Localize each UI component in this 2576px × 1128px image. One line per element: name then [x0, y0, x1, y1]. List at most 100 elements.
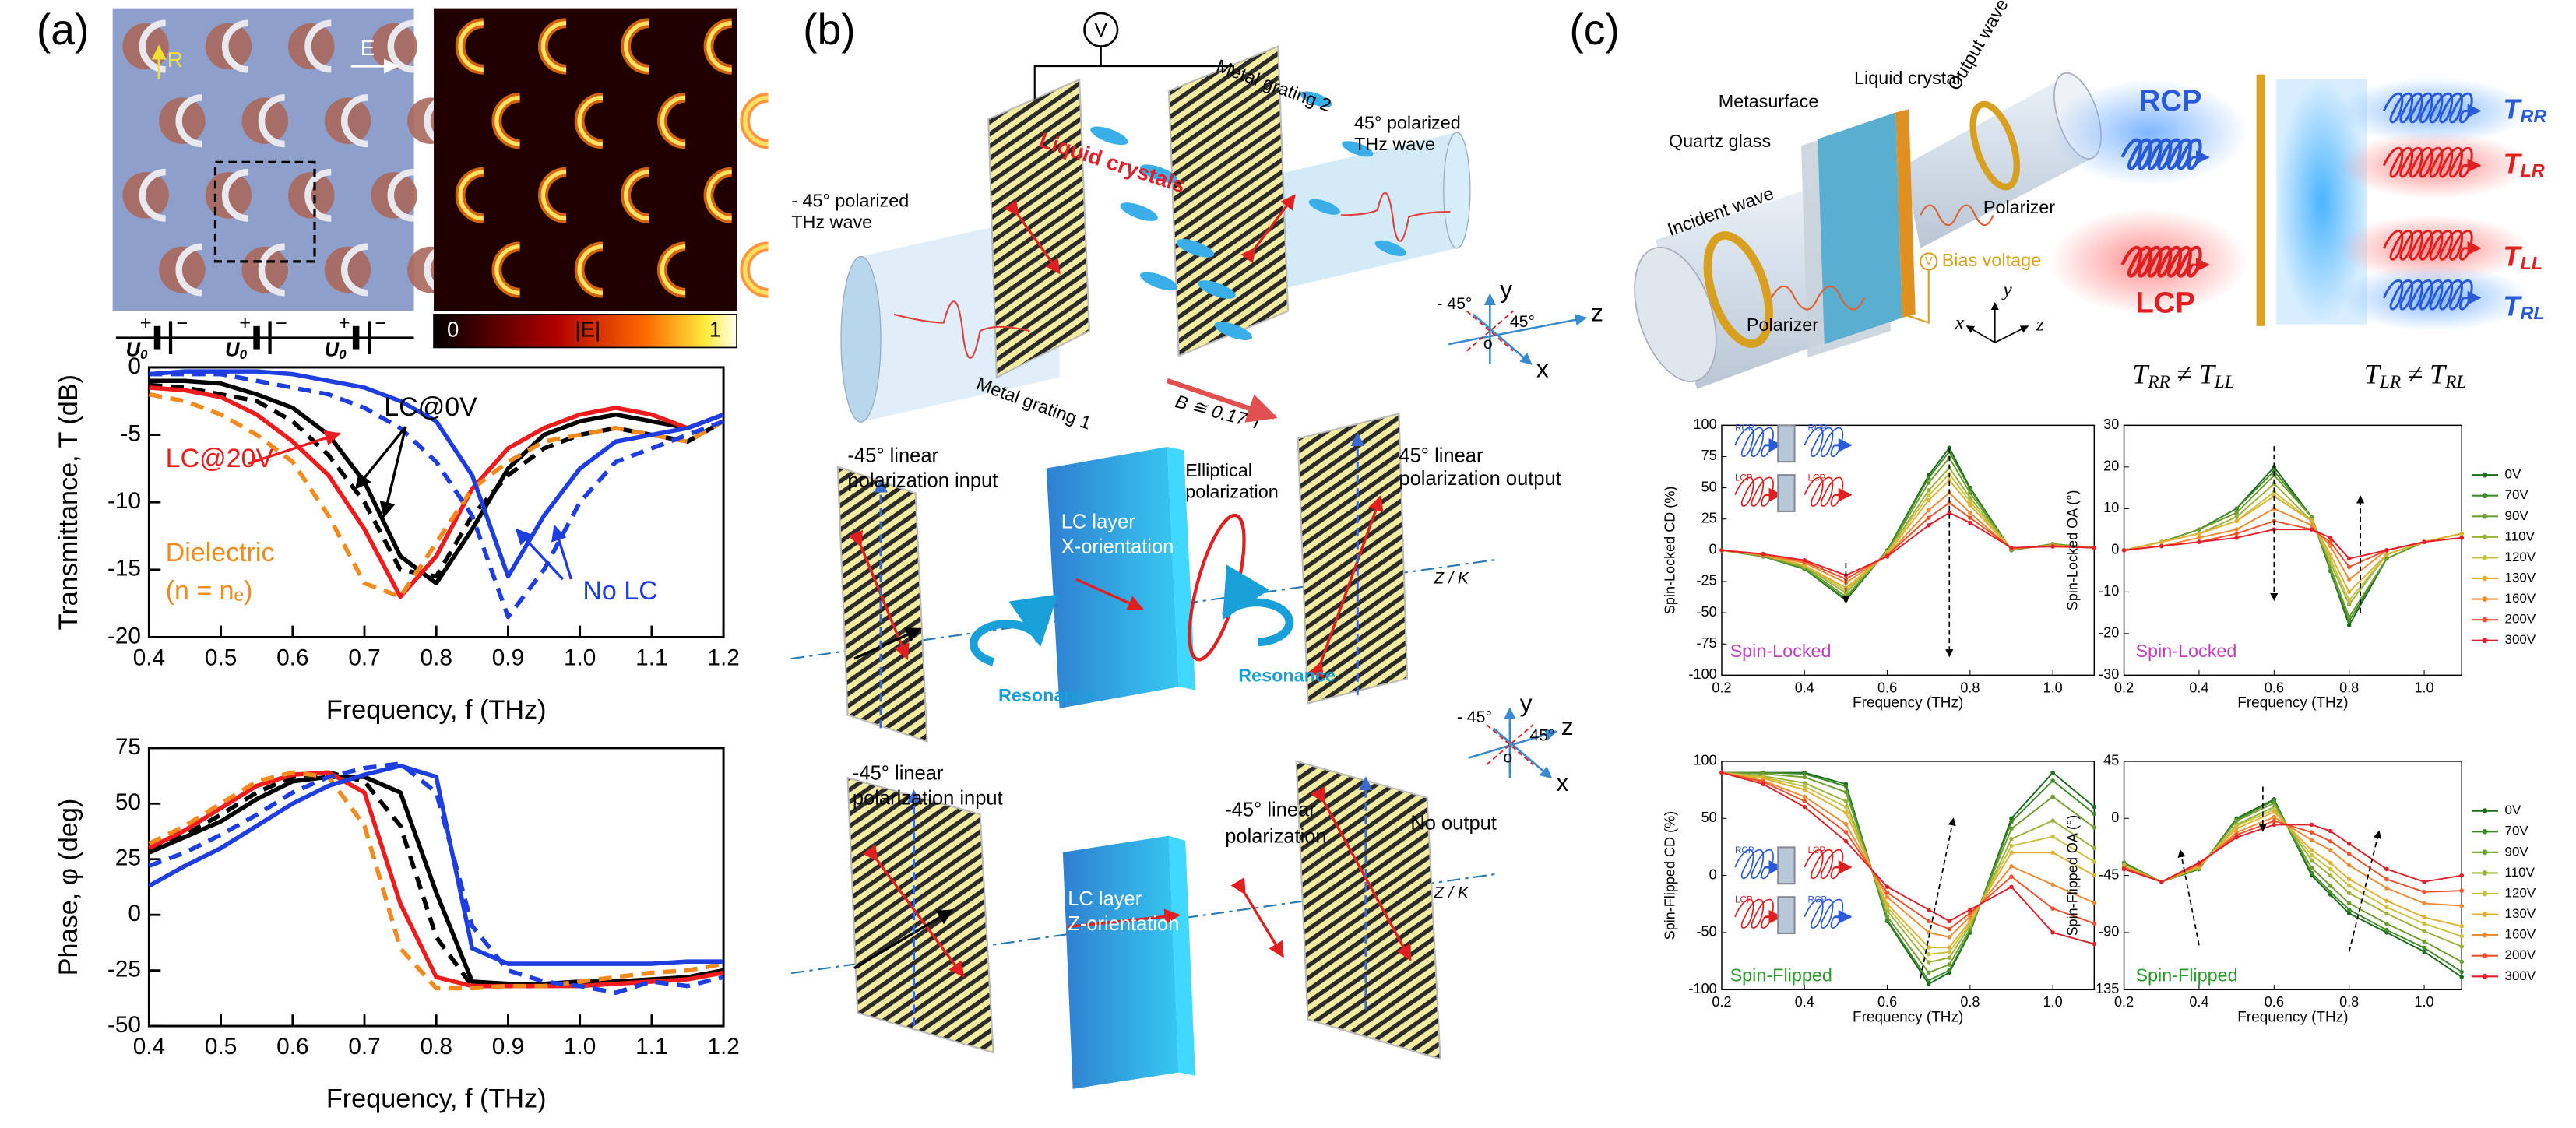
t-symbol: T — [2199, 359, 2217, 390]
series-marker — [2422, 879, 2426, 884]
field-hotspot — [577, 244, 603, 295]
series-marker — [2159, 879, 2164, 884]
series-marker — [1968, 503, 1972, 508]
series-marker — [2346, 556, 2352, 561]
field-hotspot — [743, 95, 769, 146]
wave-label: THz wave — [791, 212, 872, 232]
series-marker — [2328, 873, 2333, 878]
bias-label: U0 — [225, 339, 247, 362]
field-hotspot — [743, 244, 769, 295]
pol-label: polarization — [1185, 482, 1279, 502]
polarization-arrow — [848, 529, 910, 660]
metal-strip — [387, 168, 414, 222]
series-marker — [2009, 874, 2014, 879]
x-tick-label: 0.9 — [492, 1034, 524, 1059]
electrode — [352, 325, 360, 350]
series-marker — [2384, 548, 2389, 553]
series-marker — [1968, 515, 1972, 520]
series-marker — [2346, 614, 2352, 620]
series-line — [148, 763, 724, 966]
y-tick-label: 25 — [1701, 510, 1717, 525]
metal-strip — [304, 19, 332, 73]
series-line — [148, 770, 724, 989]
x-tick-label: 0.5 — [205, 1034, 237, 1059]
bias-label: Bias voltage — [1942, 250, 2041, 270]
series-marker — [2422, 921, 2426, 926]
polarizer-plate — [836, 465, 928, 743]
y-tick-label: -20 — [107, 623, 141, 648]
series-marker — [1926, 488, 1931, 493]
series-marker — [2197, 860, 2201, 866]
series-marker — [2422, 929, 2426, 934]
y-tick-label: 0 — [128, 353, 141, 379]
y-tick-label: -10 — [107, 488, 141, 514]
helix — [2382, 147, 2473, 178]
metal-strip — [387, 19, 414, 73]
series-marker — [2459, 969, 2465, 975]
axis-label: y — [1520, 689, 1533, 717]
series-marker — [1968, 495, 1972, 501]
series-marker — [2272, 800, 2277, 806]
series-marker — [2234, 510, 2239, 515]
axis — [1473, 313, 1533, 365]
series-marker — [2459, 959, 2465, 965]
series-marker — [2309, 852, 2314, 858]
series-marker — [2384, 877, 2389, 882]
series-marker — [2459, 531, 2465, 536]
voltmeter-label: V — [1094, 19, 1107, 41]
unit-cell-outline — [213, 160, 316, 263]
series-marker — [2009, 826, 2014, 831]
electrode — [168, 321, 173, 354]
series-marker — [1884, 894, 1890, 900]
series-marker — [2272, 818, 2277, 824]
series-marker — [1968, 919, 1972, 924]
series-marker — [1802, 781, 1807, 785]
lc-layer — [1046, 446, 1179, 708]
series-marker — [1843, 799, 1849, 804]
series-marker — [1926, 945, 1931, 950]
series-marker — [1843, 838, 1849, 844]
series-marker — [1802, 787, 1807, 792]
inset-device — [1777, 846, 1796, 885]
plot-frame — [2123, 424, 2462, 676]
axis-label: o — [1483, 334, 1493, 353]
series-marker — [2309, 522, 2314, 528]
pol-label: -45° linear — [848, 445, 939, 466]
t-sub: LR — [2520, 160, 2544, 181]
inset-device — [1777, 896, 1796, 935]
colorbar-label: 1 — [709, 317, 721, 341]
lc-layer — [1062, 835, 1179, 1089]
y-tick-label: 10 — [2103, 500, 2119, 515]
y-tick-label: -15 — [107, 556, 141, 582]
x-tick-label: 0.4 — [1795, 680, 1814, 695]
pol-label: polarization input — [853, 788, 1003, 810]
y-tick-label: -30 — [2099, 666, 2119, 682]
series-marker — [2234, 835, 2239, 840]
electrode — [268, 321, 272, 354]
pol-label: polarization input — [848, 469, 998, 491]
series-marker — [1926, 907, 1931, 912]
axis — [1448, 314, 1588, 346]
inset-label: RCP — [1808, 423, 1828, 434]
tube-end — [1634, 246, 1717, 382]
y-tick-label: 0 — [2111, 810, 2119, 825]
liquid-crystal — [1895, 109, 1916, 318]
x-tick-label: 0.8 — [1960, 994, 1980, 1010]
x-tick-label: 0.6 — [276, 645, 308, 671]
x-tick-label: 0.8 — [2339, 680, 2359, 695]
series-marker — [1802, 804, 1807, 810]
y-axis-label: Phase, φ (deg) — [54, 799, 83, 976]
series-marker — [2092, 825, 2097, 830]
series-marker — [1926, 475, 1931, 480]
series-line — [149, 378, 725, 585]
thz-pulse — [893, 300, 1030, 359]
device-label: Polarizer — [1747, 315, 1818, 335]
device-label: Polarizer — [1983, 197, 2055, 217]
series-line — [149, 371, 725, 620]
field-hotspot — [458, 21, 484, 72]
polarity: − — [375, 312, 387, 334]
series-marker — [2309, 838, 2314, 842]
series-marker — [2092, 811, 2097, 817]
helix — [2382, 230, 2473, 261]
lc-molecule — [1120, 202, 1158, 221]
